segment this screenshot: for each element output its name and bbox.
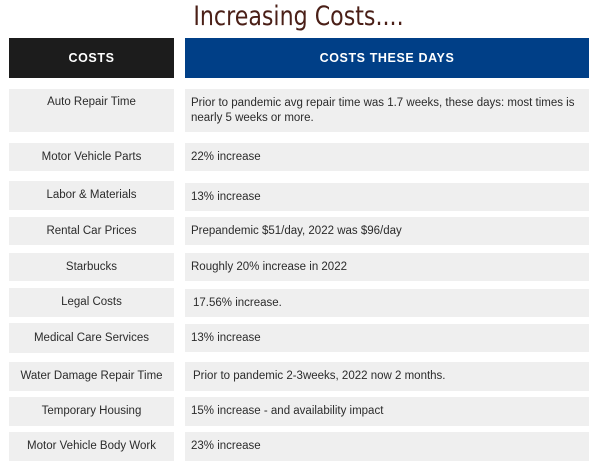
costs-these-days-column-header: COSTS THESE DAYS (185, 38, 589, 78)
cost-label-medical-care-services: Medical Care Services (9, 323, 174, 353)
cost-label-motor-vehicle-parts: Motor Vehicle Parts (9, 143, 174, 171)
cost-detail-medical-care-services: 13% increase (185, 324, 589, 352)
cost-label-legal-costs: Legal Costs (9, 288, 174, 317)
cost-detail-temporary-housing: 15% increase - and availability impact (185, 397, 589, 426)
cost-detail-motor-vehicle-body-work: 23% increase (185, 432, 589, 461)
cost-detail-motor-vehicle-parts: 22% increase (185, 143, 589, 171)
costs-column-header: COSTS (9, 38, 174, 78)
cost-label-water-damage-repair-time: Water Damage Repair Time (9, 362, 174, 391)
cost-label-auto-repair-time: Auto Repair Time (9, 89, 174, 132)
cost-detail-auto-repair-time: Prior to pandemic avg repair time was 1.… (185, 89, 589, 132)
page-title: Increasing Costs.... (193, 1, 404, 32)
cost-detail-rental-car-prices: Prepandemic $51/day, 2022 was $96/day (185, 217, 589, 245)
cost-detail-water-damage-repair-time: Prior to pandemic 2-3weeks, 2022 now 2 m… (185, 362, 589, 391)
cost-detail-legal-costs: 17.56% increase. (185, 289, 589, 317)
cost-label-temporary-housing: Temporary Housing (9, 397, 174, 426)
cost-label-rental-car-prices: Rental Car Prices (9, 217, 174, 245)
cost-label-motor-vehicle-body-work: Motor Vehicle Body Work (9, 432, 174, 461)
cost-label-starbucks: Starbucks (9, 253, 174, 281)
cost-detail-labor-materials: 13% increase (185, 183, 589, 211)
cost-detail-starbucks: Roughly 20% increase in 2022 (185, 253, 589, 281)
cost-label-labor-materials: Labor & Materials (9, 181, 174, 210)
